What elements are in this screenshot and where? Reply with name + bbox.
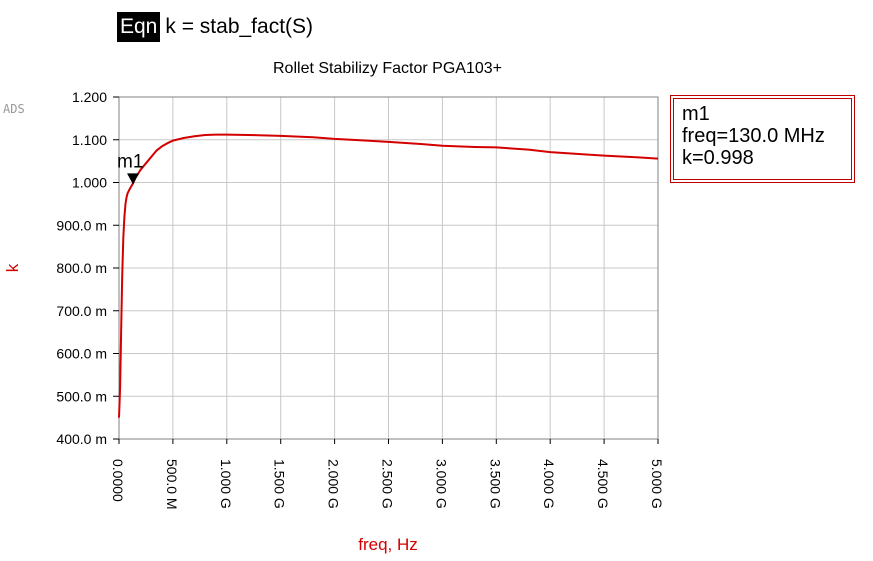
- y-tick-label: 800.0 m: [56, 260, 107, 276]
- x-tick-label: 5.000 G: [649, 459, 665, 509]
- x-tick-label: 4.500 G: [595, 459, 611, 509]
- equation-tag: Eqn: [117, 12, 161, 42]
- x-tick-label: 3.500 G: [487, 459, 503, 509]
- x-tick-label: 1.000 G: [218, 459, 234, 509]
- marker-label: m1: [117, 151, 143, 172]
- marker-readout-box[interactable]: m1 freq=130.0 MHz k=0.998: [670, 95, 855, 183]
- tick-labels: 0.0000 500.0 M 1.000 G 1.500 G 2.000 G 2.500 …: [56, 89, 665, 510]
- marker-readout-k: k=0.998: [682, 147, 754, 169]
- y-tick-label: 1.100: [72, 132, 107, 148]
- y-tick-label: 1.200: [72, 89, 107, 105]
- equation-expression: k = stab_fact(S): [165, 15, 314, 38]
- y-tick-label: 500.0 m: [56, 388, 107, 404]
- marker-readout-name: m1: [682, 103, 710, 125]
- marker-group: m1: [117, 151, 143, 185]
- x-tick-label: 4.000 G: [541, 459, 557, 509]
- marker-readout-freq: freq=130.0 MHz: [682, 125, 825, 147]
- x-axis-label: freq, Hz: [358, 535, 418, 554]
- y-tick-label: 900.0 m: [56, 217, 107, 233]
- y-tick-label: 1.000: [72, 175, 107, 191]
- x-tick-label: 3.000 G: [433, 459, 449, 509]
- ads-logo: ADS: [3, 102, 25, 116]
- marker-readout-inner: m1 freq=130.0 MHz k=0.998: [673, 98, 852, 180]
- y-tick-label: 400.0 m: [56, 431, 107, 447]
- marker-triangle: [127, 173, 140, 185]
- y-tick-label: 700.0 m: [56, 303, 107, 319]
- chart-title: Rollet Stabilizy Factor PGA103+: [273, 60, 502, 77]
- x-tick-label: 500.0 M: [164, 459, 180, 510]
- x-tick-label: 2.000 G: [326, 459, 342, 509]
- series-line-k: [118, 133, 659, 418]
- x-tick-label: 2.500 G: [380, 459, 396, 509]
- chart-axes: [113, 96, 659, 444]
- chart-grid: [118, 96, 659, 440]
- x-tick-label: 1.500 G: [272, 459, 288, 509]
- y-tick-label: 600.0 m: [56, 346, 107, 362]
- x-tick-label: 0.0000: [110, 459, 126, 502]
- equation-row: Eqn k = stab_fact(S): [117, 11, 313, 43]
- y-axis-label: k: [3, 263, 22, 272]
